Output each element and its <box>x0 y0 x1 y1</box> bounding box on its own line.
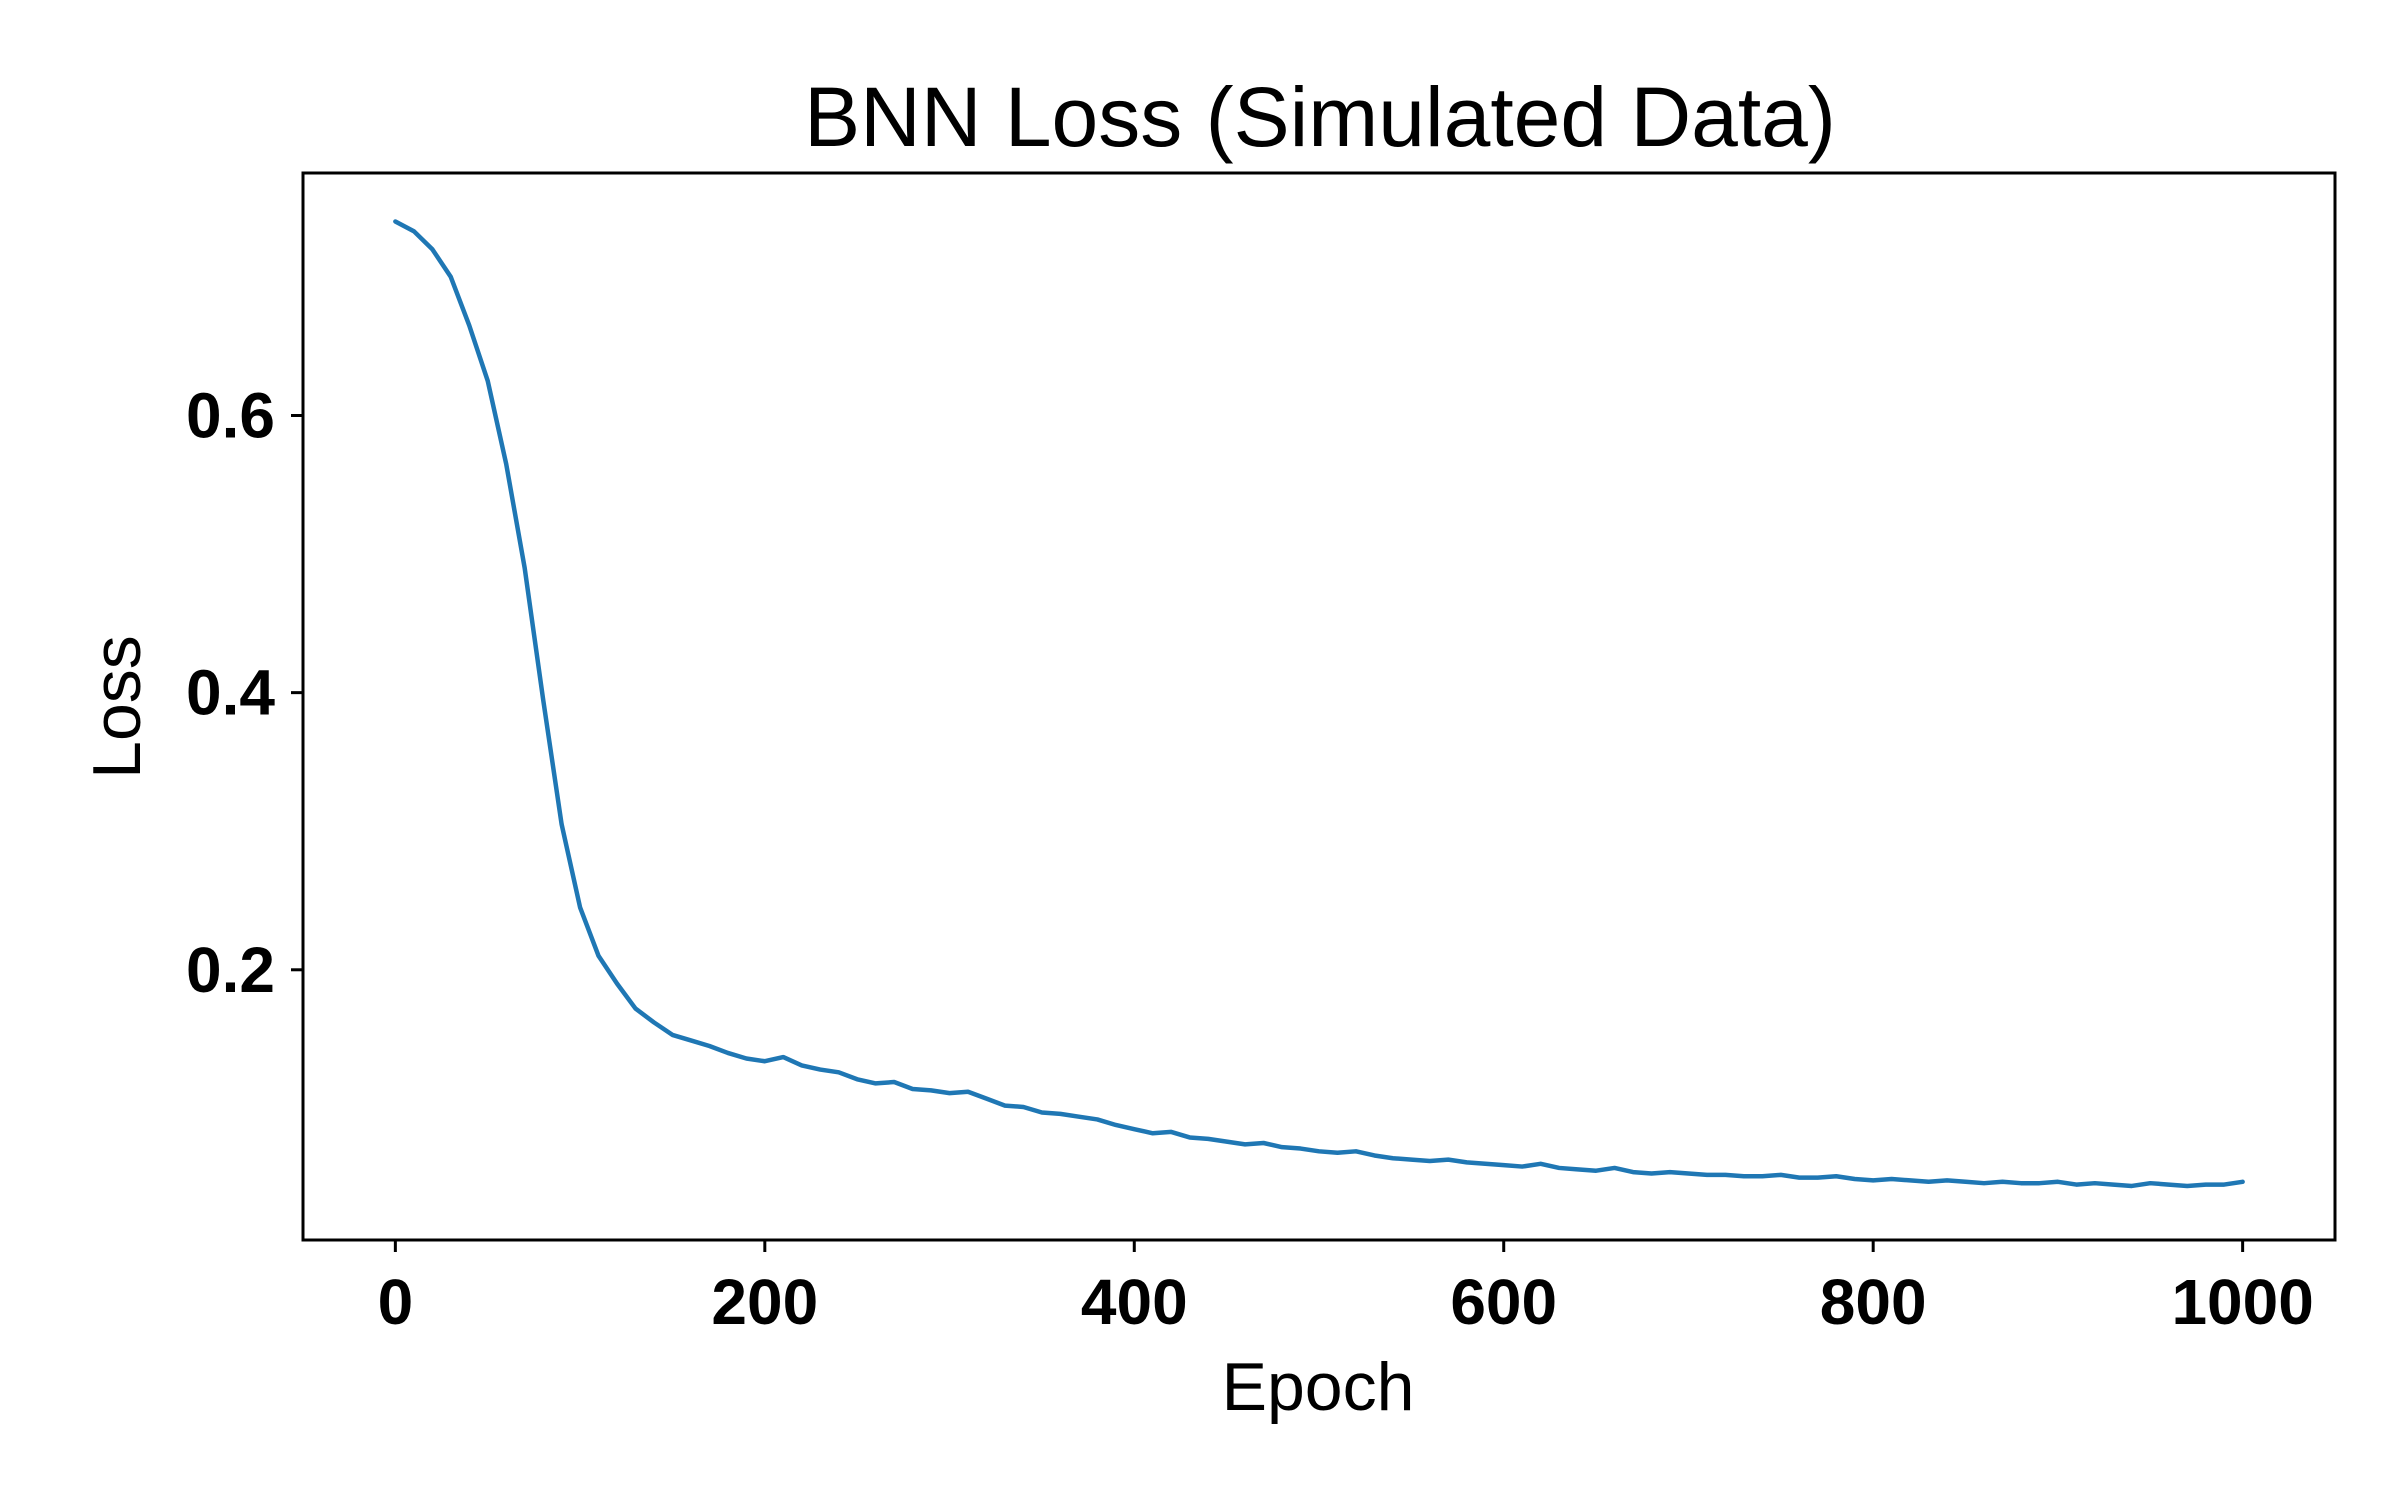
loss-series-line <box>393 219 2245 1189</box>
x-axis-ticks: 0 200 400 600 800 1000 <box>378 1240 2314 1338</box>
x-tick-label: 0 <box>378 1266 414 1338</box>
x-tick-label: 400 <box>1081 1266 1188 1338</box>
y-tick-label: 0.4 <box>186 657 275 729</box>
x-tick-label: 1000 <box>2171 1266 2313 1338</box>
y-tick-label: 0.2 <box>186 934 275 1006</box>
y-tick-label: 0.6 <box>186 380 275 452</box>
x-tick-label: 200 <box>711 1266 818 1338</box>
y-axis-ticks: 0.2 0.4 0.6 <box>186 380 303 1006</box>
y-axis-label: Loss <box>79 635 155 779</box>
x-tick-label: 600 <box>1450 1266 1557 1338</box>
chart-title: BNN Loss (Simulated Data) <box>804 70 1836 164</box>
x-axis-label: Epoch <box>1222 1349 1415 1425</box>
plot-area <box>301 171 2337 1242</box>
x-tick-label: 800 <box>1820 1266 1927 1338</box>
